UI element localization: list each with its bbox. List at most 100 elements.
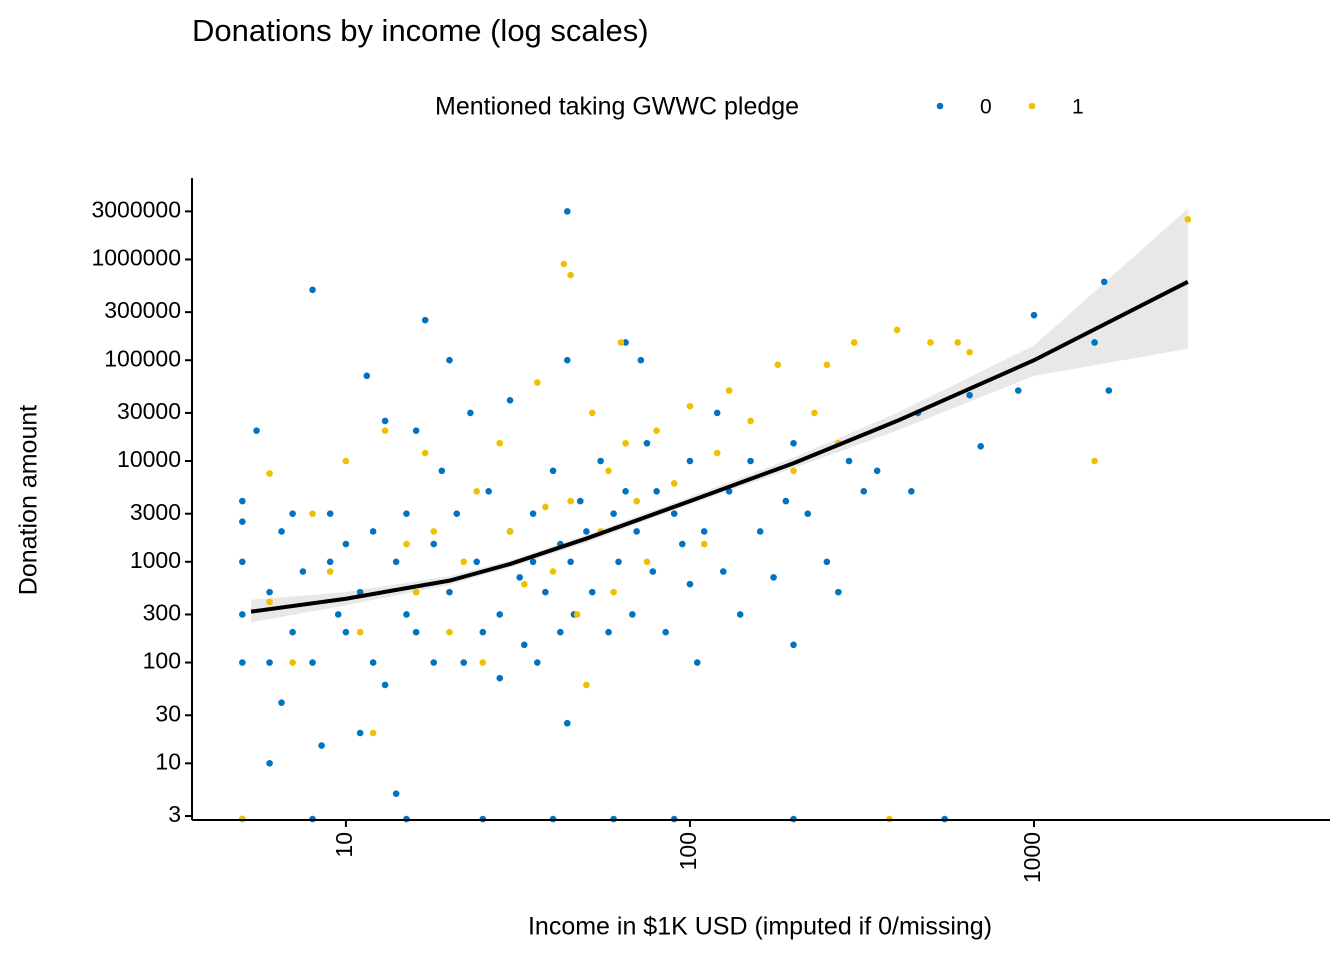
data-point [670, 510, 678, 517]
data-point [576, 497, 584, 505]
data-point [713, 449, 721, 457]
data-point [573, 611, 581, 618]
x-tick-label: 1000 [1019, 832, 1045, 883]
data-point [927, 339, 934, 346]
data-point [835, 588, 842, 596]
data-point [473, 558, 481, 566]
data-point [381, 427, 389, 434]
data-point [369, 729, 377, 737]
legend-marker [936, 102, 944, 110]
legend-label: 0 [980, 96, 992, 119]
data-point [446, 588, 453, 596]
data-point [549, 467, 557, 475]
data-point [774, 361, 782, 369]
data-point [289, 628, 296, 636]
data-point [563, 719, 571, 727]
data-point [756, 528, 764, 535]
data-point [412, 628, 420, 636]
y-tick-label: 100 [143, 648, 181, 674]
data-point [516, 574, 524, 581]
data-point [392, 558, 400, 566]
data-point [653, 427, 660, 434]
data-point [560, 260, 568, 268]
data-point [954, 339, 961, 346]
x-tick-label: 100 [675, 832, 701, 870]
data-point [266, 588, 273, 596]
data-point [430, 528, 438, 535]
data-point [686, 457, 694, 465]
data-point [239, 659, 246, 666]
data-point [605, 467, 612, 475]
data-point [266, 760, 273, 767]
data-point [533, 379, 541, 386]
data-point [381, 417, 389, 425]
data-point [966, 391, 973, 399]
data-point [686, 580, 694, 588]
data-point [356, 729, 364, 737]
data-point [1100, 278, 1108, 286]
x-axis-label: Income in $1K USD (imputed if 0/missing) [528, 913, 992, 941]
data-point [239, 558, 246, 566]
data-point [266, 598, 273, 606]
data-point [617, 339, 625, 346]
data-point [381, 681, 389, 689]
data-point [597, 457, 604, 465]
data-point [421, 449, 429, 457]
data-point [1184, 216, 1192, 223]
data-point [713, 409, 721, 417]
data-point [239, 497, 246, 505]
y-tick-label: 3000000 [91, 196, 181, 222]
data-point [563, 208, 571, 215]
data-point [908, 488, 915, 495]
data-point [529, 510, 537, 517]
data-point [438, 467, 446, 475]
data-point [563, 356, 571, 364]
data-point [977, 442, 985, 450]
y-tick-label: 10000 [117, 446, 181, 472]
data-point [289, 659, 296, 666]
data-point [520, 580, 528, 588]
data-point [1030, 311, 1038, 319]
data-point [266, 659, 273, 666]
y-tick-label: 1000000 [91, 245, 181, 271]
data-point [719, 568, 727, 575]
data-point [567, 271, 574, 279]
data-point [403, 540, 410, 548]
data-point [403, 611, 410, 618]
data-point [467, 409, 474, 417]
data-point [299, 568, 307, 575]
data-point [725, 488, 733, 495]
data-point [633, 528, 640, 535]
plot-area [239, 208, 1192, 823]
data-point [479, 628, 487, 636]
data-point [893, 326, 901, 334]
y-tick-label: 10 [155, 748, 181, 774]
data-point [309, 659, 316, 666]
data-point [1091, 339, 1098, 346]
data-point [421, 316, 429, 324]
data-point [804, 510, 812, 517]
data-point [643, 439, 651, 447]
data-point [629, 611, 636, 618]
data-point [633, 497, 640, 505]
data-point [430, 540, 438, 548]
data-point [700, 540, 708, 548]
data-point [289, 510, 296, 517]
data-point [686, 402, 694, 410]
data-point [485, 488, 492, 495]
data-point [529, 558, 537, 566]
data-point [605, 628, 612, 636]
data-point [496, 611, 504, 618]
data-point [473, 488, 481, 495]
data-point [369, 528, 377, 535]
data-point [693, 659, 701, 666]
data-point [356, 628, 364, 636]
data-point [392, 790, 400, 797]
data-point [342, 628, 350, 636]
data-point [610, 510, 617, 517]
data-point [479, 659, 487, 666]
data-point [622, 488, 629, 495]
data-point [278, 528, 285, 535]
data-point [496, 674, 504, 682]
confidence-band [251, 208, 1188, 623]
